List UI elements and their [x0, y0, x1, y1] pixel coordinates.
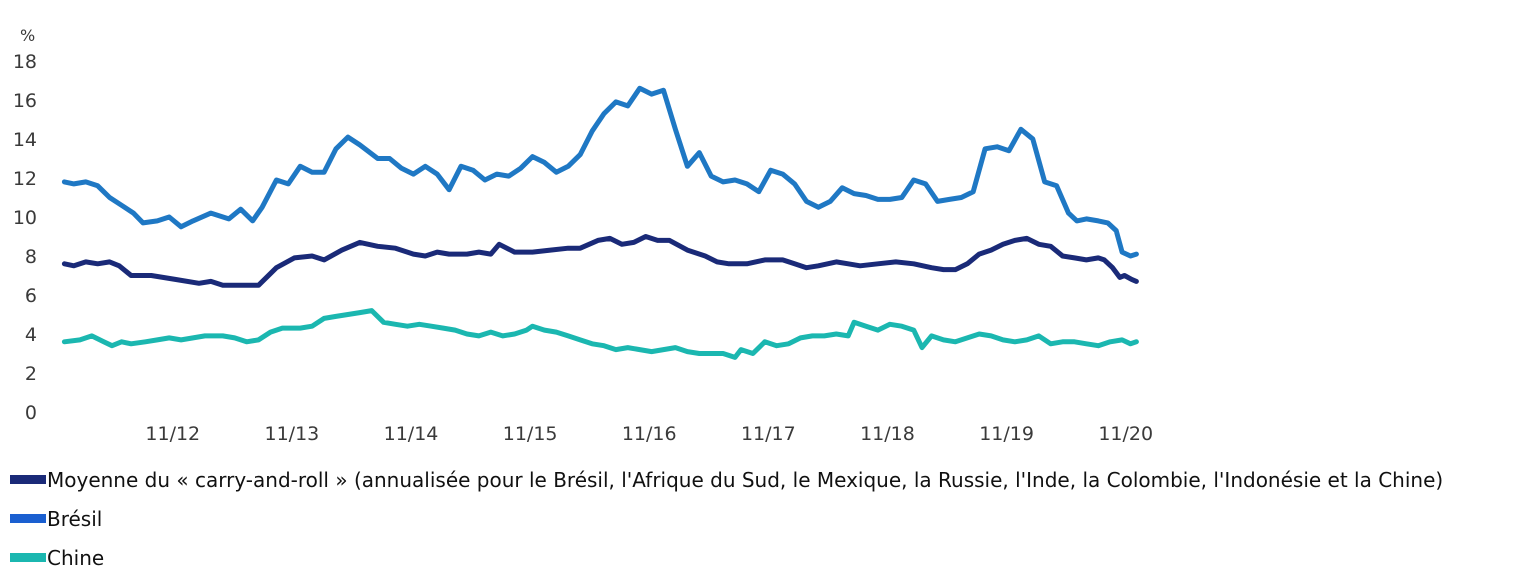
x-tick-label: 11/16 — [622, 423, 677, 445]
x-tick-label: 11/13 — [265, 423, 320, 445]
y-tick-label: 2 — [25, 363, 37, 385]
y-tick-label: 4 — [25, 324, 37, 346]
legend-item-bresil: Brésil — [10, 499, 1443, 538]
legend-swatch-bresil — [10, 514, 46, 523]
legend-swatch-average — [10, 475, 46, 484]
y-tick-label: 18 — [13, 51, 37, 73]
y-tick-label: 16 — [13, 90, 37, 112]
plot-area — [61, 85, 1139, 360]
x-tick-label: 11/18 — [860, 423, 915, 445]
x-tick-label: 11/14 — [384, 423, 439, 445]
x-tick-label: 11/19 — [979, 423, 1034, 445]
series-line-chine — [61, 308, 1139, 360]
x-tick-label: 11/17 — [741, 423, 796, 445]
series-line-average — [61, 234, 1139, 288]
y-axis-unit-label: % — [20, 26, 35, 45]
y-tick-label: 6 — [25, 285, 37, 307]
legend-label-average: Moyenne du « carry-and-roll » (annualisé… — [47, 467, 1444, 492]
series-line-bresil — [61, 85, 1139, 259]
y-axis: 0 2 4 6 8 10 12 14 16 18 — [13, 51, 37, 424]
x-axis: 11/12 11/13 11/14 11/15 11/16 11/17 11/18 11/19… — [145, 423, 1153, 445]
y-tick-label: 14 — [13, 129, 37, 151]
y-tick-label: 12 — [13, 168, 37, 190]
legend-item-average: Moyenne du « carry-and-roll » (annualisé… — [10, 460, 1443, 499]
y-tick-label: 8 — [25, 246, 37, 268]
y-tick-label: 10 — [13, 207, 37, 229]
legend-swatch-chine — [10, 553, 46, 562]
legend: Moyenne du « carry-and-roll » (annualisé… — [10, 460, 1443, 577]
legend-label-chine: Chine — [47, 545, 105, 570]
x-tick-label: 11/12 — [145, 423, 200, 445]
legend-item-chine: Chine — [10, 538, 1443, 577]
legend-label-bresil: Brésil — [47, 506, 103, 531]
y-tick-label: 0 — [25, 402, 37, 424]
x-tick-label: 11/15 — [503, 423, 558, 445]
x-tick-label: 11/20 — [1098, 423, 1153, 445]
